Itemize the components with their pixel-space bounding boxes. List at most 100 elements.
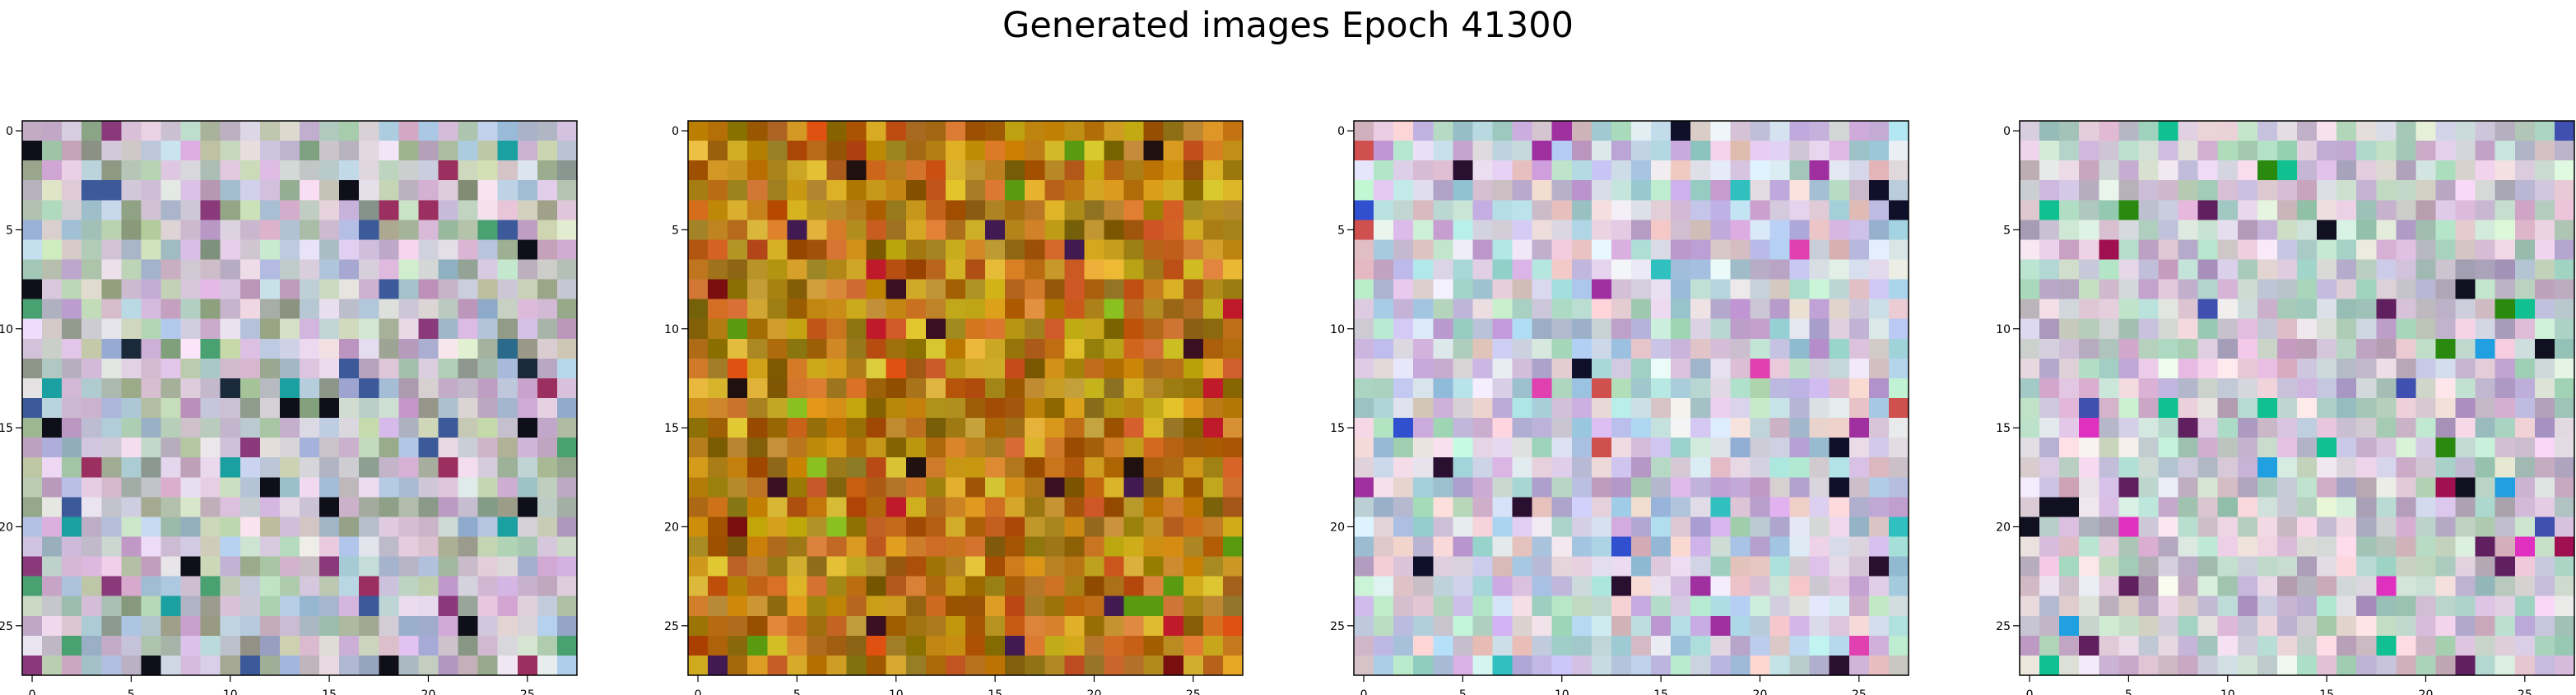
- heatmap-cell: [1829, 318, 1850, 340]
- heatmap-cell: [1809, 220, 1830, 241]
- heatmap-cell: [1591, 595, 1612, 617]
- heatmap-cell: [1829, 655, 1850, 676]
- heatmap-cell: [2554, 239, 2575, 261]
- heatmap-cell: [1829, 200, 1850, 220]
- heatmap-cell: [279, 299, 300, 320]
- heatmap-cell: [2534, 121, 2555, 141]
- heatmap-cell: [688, 318, 709, 340]
- heatmap-cell: [121, 279, 142, 300]
- heatmap-cell: [1868, 398, 1890, 419]
- heatmap-cell: [2534, 200, 2555, 220]
- heatmap-cell: [438, 160, 459, 181]
- heatmap-cell: [497, 279, 518, 300]
- heatmap-cell: [1848, 576, 1870, 597]
- heatmap-cell: [239, 438, 261, 458]
- heatmap-cell: [688, 239, 709, 261]
- heatmap-cell: [81, 497, 102, 518]
- heatmap-cell: [517, 635, 538, 656]
- heatmap-cell: [2475, 358, 2496, 379]
- heatmap-cell: [2178, 615, 2199, 637]
- heatmap-cell: [101, 141, 122, 161]
- heatmap-cell: [1651, 418, 1672, 438]
- heatmap-cell: [2396, 576, 2417, 597]
- heatmap-cell: [1532, 141, 1553, 161]
- heatmap-cell: [418, 536, 439, 558]
- heatmap-cell: [728, 418, 748, 438]
- heatmap-cell: [1868, 655, 1890, 676]
- heatmap-cell: [2237, 556, 2258, 577]
- heatmap-cell: [747, 556, 768, 577]
- heatmap-cell: [180, 279, 202, 300]
- heatmap-cell: [141, 338, 162, 359]
- heatmap-cell: [2276, 477, 2298, 498]
- heatmap-cell: [418, 121, 439, 141]
- heatmap-cell: [1591, 239, 1612, 261]
- heatmap-cell: [2118, 318, 2140, 340]
- heatmap-cell: [121, 220, 142, 241]
- heatmap-cell: [905, 121, 927, 141]
- heatmap-cell: [925, 121, 946, 141]
- heatmap-cell: [1512, 239, 1533, 261]
- heatmap-cell: [160, 259, 182, 280]
- heatmap-cell: [1750, 160, 1771, 181]
- heatmap-cell: [379, 398, 399, 419]
- heatmap-cell: [259, 517, 281, 538]
- heatmap-cell: [965, 576, 986, 597]
- heatmap-cell: [2276, 338, 2298, 359]
- heatmap-cell: [1888, 141, 1909, 161]
- heatmap-cell: [2178, 358, 2199, 379]
- heatmap-cell: [2099, 141, 2119, 161]
- heatmap-cell: [1183, 220, 1204, 241]
- heatmap-cell: [1025, 220, 1045, 241]
- heatmap-cell: [1829, 497, 1850, 518]
- heatmap-cell: [2039, 358, 2060, 379]
- heatmap-cell: [200, 338, 221, 359]
- heatmap-cell: [747, 398, 768, 419]
- heatmap-cell: [1393, 418, 1414, 438]
- heatmap-cell: [1769, 477, 1791, 498]
- heatmap-cell: [259, 497, 281, 518]
- heatmap-cell: [1848, 358, 1870, 379]
- heatmap-cell: [1492, 556, 1514, 577]
- heatmap-cell: [477, 556, 499, 577]
- heatmap-cell: [1044, 378, 1065, 399]
- heatmap-cell: [517, 180, 538, 201]
- heatmap-cell: [259, 141, 281, 161]
- heatmap-cell: [1750, 655, 1771, 676]
- heatmap-cell: [101, 279, 122, 300]
- heatmap-cell: [1750, 556, 1771, 577]
- heatmap-cell: [1710, 121, 1731, 141]
- heatmap-cell: [1591, 398, 1612, 419]
- heatmap-cell: [807, 556, 828, 577]
- heatmap-cell: [2118, 299, 2140, 320]
- heatmap-cell: [1829, 536, 1850, 558]
- heatmap-cell: [359, 477, 379, 498]
- heatmap-cell: [1374, 259, 1394, 280]
- heatmap-cell: [2118, 595, 2140, 617]
- heatmap-cell: [1611, 378, 1632, 399]
- heatmap-cell: [826, 477, 848, 498]
- heatmap-cell: [1354, 318, 1374, 340]
- heatmap-cell: [1005, 418, 1025, 438]
- heatmap-cell: [556, 160, 578, 181]
- heatmap-cell: [537, 477, 558, 498]
- heatmap-cell: [1492, 200, 1514, 220]
- heatmap-cell: [1571, 536, 1593, 558]
- heatmap-cell: [2317, 655, 2337, 676]
- heatmap-cell: [2495, 635, 2516, 656]
- heatmap-cell: [2099, 378, 2119, 399]
- heatmap-cell: [2237, 378, 2258, 399]
- heatmap-cell: [279, 398, 300, 419]
- heatmap-cell: [1611, 259, 1632, 280]
- heatmap-cell: [1222, 477, 1244, 498]
- heatmap-cell: [1512, 615, 1533, 637]
- heatmap-cell: [556, 615, 578, 637]
- heatmap-cell: [537, 160, 558, 181]
- heatmap-cell: [2554, 438, 2575, 458]
- heatmap-cell: [2475, 398, 2496, 419]
- heatmap-cell: [220, 576, 241, 597]
- heatmap-cell: [121, 180, 142, 201]
- heatmap-cell: [1143, 279, 1165, 300]
- heatmap-cell: [1551, 556, 1573, 577]
- heatmap-cell: [2099, 556, 2119, 577]
